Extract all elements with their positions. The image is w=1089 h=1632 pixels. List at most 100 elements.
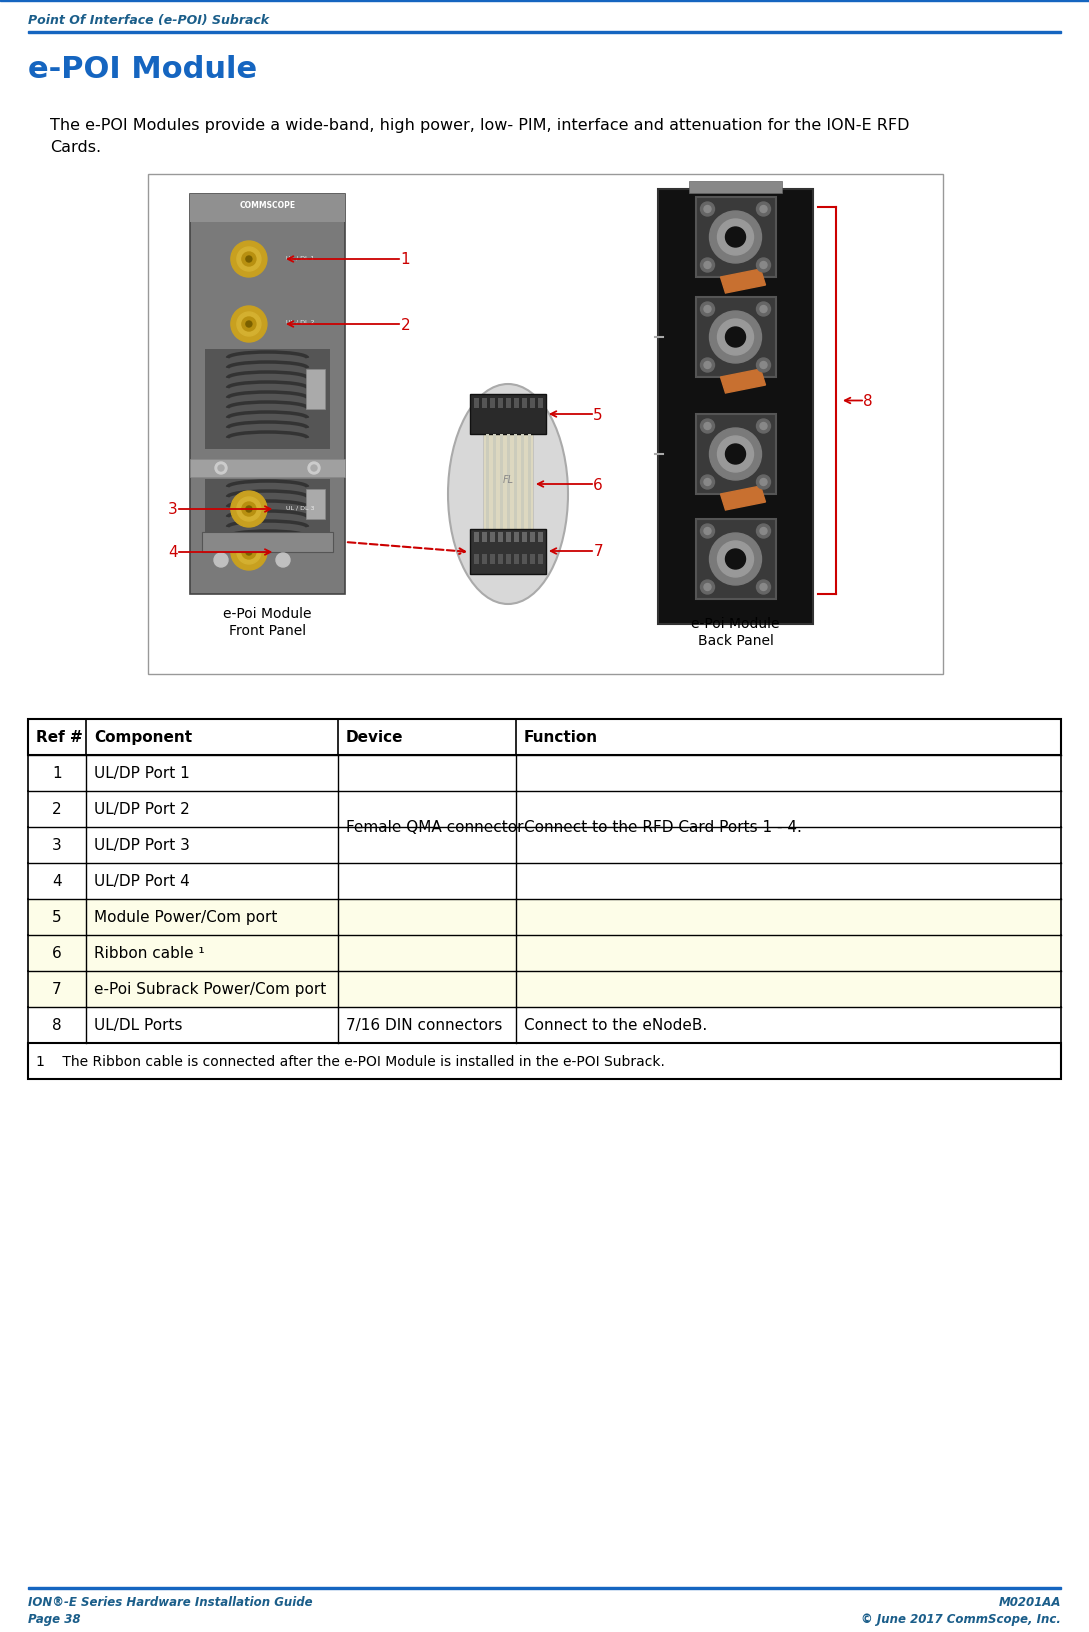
Circle shape bbox=[700, 524, 714, 539]
Text: UL / DL 3: UL / DL 3 bbox=[286, 504, 315, 509]
Text: FL: FL bbox=[502, 475, 514, 485]
Bar bbox=[522, 532, 527, 543]
Circle shape bbox=[311, 465, 317, 472]
Bar bbox=[528, 434, 531, 530]
Bar bbox=[658, 189, 813, 625]
Text: e-Poi Module: e-Poi Module bbox=[692, 617, 780, 630]
Circle shape bbox=[246, 506, 252, 512]
Bar bbox=[306, 370, 325, 410]
Text: Connect to the RFD Card Ports 1 - 4.: Connect to the RFD Card Ports 1 - 4. bbox=[524, 819, 802, 836]
Text: UL / DL 1: UL / DL 1 bbox=[286, 255, 315, 259]
Bar bbox=[28, 1586, 1061, 1590]
Bar bbox=[498, 555, 503, 565]
Text: 7/16 DIN connectors: 7/16 DIN connectors bbox=[346, 1018, 502, 1033]
Circle shape bbox=[237, 313, 261, 336]
Circle shape bbox=[710, 212, 761, 264]
Circle shape bbox=[757, 359, 771, 372]
Bar bbox=[189, 460, 345, 478]
Bar bbox=[530, 532, 535, 543]
Circle shape bbox=[231, 535, 267, 571]
Circle shape bbox=[700, 304, 714, 317]
Bar bbox=[490, 555, 495, 565]
Bar bbox=[28, 863, 1061, 899]
Circle shape bbox=[760, 423, 767, 431]
Bar bbox=[28, 33, 1061, 34]
Text: Female QMA connector: Female QMA connector bbox=[346, 819, 524, 836]
Bar bbox=[28, 792, 1061, 827]
Text: 3: 3 bbox=[52, 837, 62, 854]
Circle shape bbox=[710, 312, 761, 364]
Text: e-Poi Subrack Power/Com port: e-Poi Subrack Power/Com port bbox=[94, 982, 327, 997]
Polygon shape bbox=[721, 370, 766, 393]
Bar bbox=[28, 756, 1061, 792]
Bar bbox=[205, 349, 330, 450]
Circle shape bbox=[757, 475, 771, 490]
Text: M0201AA: M0201AA bbox=[999, 1594, 1061, 1608]
Text: Front Panel: Front Panel bbox=[229, 623, 306, 638]
Bar bbox=[522, 555, 527, 565]
Bar bbox=[490, 532, 495, 543]
Circle shape bbox=[760, 362, 767, 369]
Bar bbox=[28, 1043, 1061, 1079]
Polygon shape bbox=[721, 269, 766, 294]
Circle shape bbox=[246, 322, 252, 328]
Circle shape bbox=[725, 328, 746, 348]
Bar bbox=[470, 530, 546, 574]
Circle shape bbox=[760, 480, 767, 486]
Circle shape bbox=[237, 540, 261, 565]
Bar bbox=[506, 555, 511, 565]
Text: Ref #: Ref # bbox=[36, 730, 83, 746]
Circle shape bbox=[231, 242, 267, 277]
Circle shape bbox=[703, 307, 711, 313]
Circle shape bbox=[237, 498, 261, 522]
Text: © June 2017 CommScope, Inc.: © June 2017 CommScope, Inc. bbox=[861, 1612, 1061, 1625]
Bar bbox=[474, 555, 479, 565]
Circle shape bbox=[718, 542, 754, 578]
Text: 7: 7 bbox=[52, 982, 62, 997]
Text: Point Of Interface (e-POI) Subrack: Point Of Interface (e-POI) Subrack bbox=[28, 15, 269, 28]
Circle shape bbox=[718, 320, 754, 356]
Text: 6: 6 bbox=[594, 477, 603, 493]
Text: 1    The Ribbon cable is connected after the e-POI Module is installed in the e-: 1 The Ribbon cable is connected after th… bbox=[36, 1054, 665, 1069]
Bar bbox=[482, 398, 487, 408]
Circle shape bbox=[725, 228, 746, 248]
Bar bbox=[474, 532, 479, 543]
Circle shape bbox=[242, 253, 256, 268]
Bar bbox=[189, 194, 345, 224]
Bar bbox=[514, 434, 517, 530]
Circle shape bbox=[700, 359, 714, 372]
Bar bbox=[506, 532, 511, 543]
Text: 1: 1 bbox=[401, 253, 409, 268]
Text: e-Poi Module: e-Poi Module bbox=[223, 607, 311, 620]
Text: 6: 6 bbox=[52, 947, 62, 961]
Circle shape bbox=[242, 503, 256, 517]
Text: UL/DL Ports: UL/DL Ports bbox=[94, 1018, 183, 1033]
Text: UL / DL 4: UL / DL 4 bbox=[286, 548, 315, 553]
Bar bbox=[498, 398, 503, 408]
Text: ION®-E Series Hardware Installation Guide: ION®-E Series Hardware Installation Guid… bbox=[28, 1594, 313, 1608]
Bar bbox=[474, 398, 479, 408]
Circle shape bbox=[246, 550, 252, 555]
Bar bbox=[521, 434, 524, 530]
Circle shape bbox=[760, 263, 767, 269]
Text: 5: 5 bbox=[52, 911, 62, 925]
Text: 1: 1 bbox=[52, 765, 62, 782]
Circle shape bbox=[703, 206, 711, 214]
Text: The e-POI Modules provide a wide-band, high power, low- PIM, interface and atten: The e-POI Modules provide a wide-band, h… bbox=[50, 118, 909, 132]
Bar bbox=[484, 434, 533, 530]
Bar bbox=[506, 398, 511, 408]
Circle shape bbox=[757, 202, 771, 217]
Text: 3: 3 bbox=[168, 503, 178, 517]
Bar bbox=[696, 519, 775, 599]
Circle shape bbox=[703, 362, 711, 369]
Bar bbox=[28, 899, 1061, 935]
Circle shape bbox=[757, 304, 771, 317]
Circle shape bbox=[237, 248, 261, 273]
Circle shape bbox=[700, 475, 714, 490]
Text: UL/DP Port 3: UL/DP Port 3 bbox=[94, 837, 189, 854]
Bar bbox=[28, 1007, 1061, 1043]
Text: UL/DP Port 2: UL/DP Port 2 bbox=[94, 801, 189, 818]
Bar bbox=[28, 935, 1061, 971]
Bar bbox=[28, 827, 1061, 863]
Bar bbox=[201, 532, 333, 553]
